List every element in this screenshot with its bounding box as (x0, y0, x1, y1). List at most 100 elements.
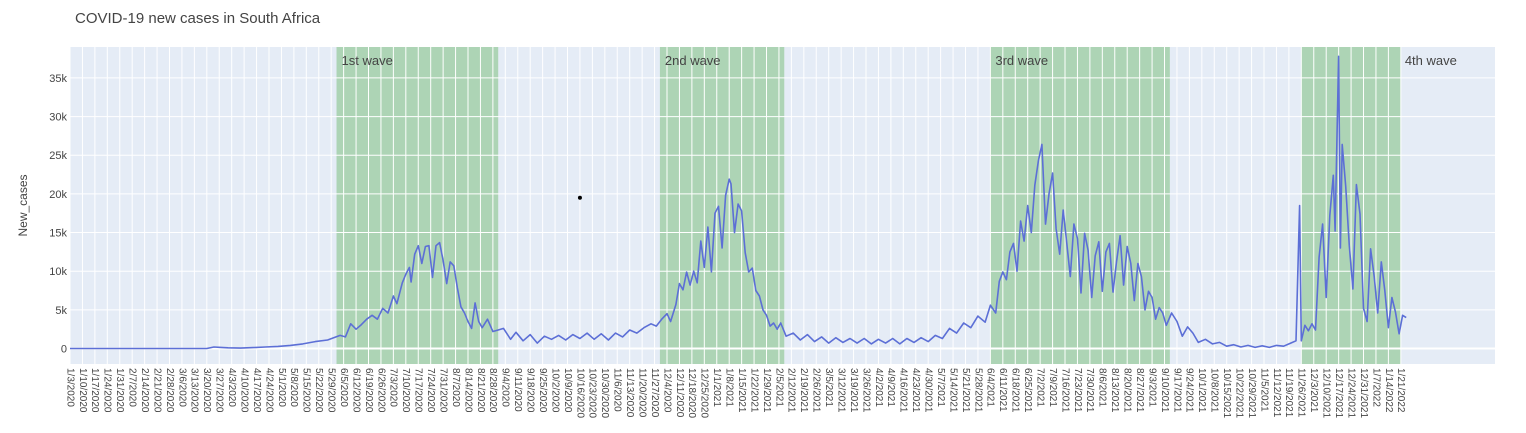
x-tick-label: 4/10/2020 (238, 368, 249, 413)
x-axis-ticks: 1/3/2020 1/10/2020 1/17/2020 1/24/2020 1/31/… (64, 368, 1406, 418)
x-tick-label: 6/26/2020 (375, 368, 386, 413)
x-tick-label: 5/21/2021 (960, 368, 971, 413)
x-tick-label: 10/15/2021 (1221, 368, 1232, 418)
x-tick-label: 1/21/2022 (1395, 368, 1406, 413)
x-tick-label: 9/10/2021 (1159, 368, 1170, 413)
wave-label: 2nd wave (665, 53, 721, 68)
x-tick-label: 1/24/2020 (102, 368, 113, 413)
x-tick-label: 2/21/2020 (151, 368, 162, 413)
x-tick-label: 11/26/2021 (1296, 368, 1307, 418)
chart-title: COVID-19 new cases in South Africa (75, 10, 321, 27)
y-tick-label: 25k (49, 150, 67, 162)
series-line (70, 55, 1407, 350)
x-tick-label: 2/14/2020 (139, 368, 150, 413)
x-tick-label: 8/6/2021 (1097, 368, 1108, 407)
x-tick-label: 6/12/2020 (350, 368, 361, 413)
x-tick-label: 8/27/2021 (1134, 368, 1145, 413)
y-tick-label: 30k (49, 112, 67, 124)
annotation-dot (577, 195, 582, 200)
x-tick-label: 5/14/2021 (947, 368, 958, 413)
y-tick-label: 35k (49, 73, 67, 85)
x-tick-label: 4/24/2020 (263, 368, 274, 413)
x-tick-label: 12/10/2021 (1321, 368, 1332, 418)
wave-label: 4th wave (1405, 53, 1457, 68)
x-tick-label: 8/14/2020 (462, 368, 473, 413)
wave-band (990, 47, 1170, 364)
x-tick-label: 7/3/2020 (388, 368, 399, 407)
annotations (577, 195, 582, 200)
x-tick-label: 6/11/2021 (997, 368, 1008, 412)
x-tick-label: 10/30/2020 (599, 368, 610, 418)
wave-band (336, 47, 499, 364)
wave-label: 1st wave (342, 53, 393, 68)
x-tick-label: 1/31/2020 (114, 368, 125, 413)
x-tick-label: 6/25/2021 (1022, 368, 1033, 413)
x-tick-label: 4/3/2020 (226, 368, 237, 407)
x-tick-label: 1/7/2022 (1370, 368, 1381, 407)
x-tick-label: 7/31/2020 (437, 368, 448, 413)
x-tick-label: 4/16/2021 (898, 368, 909, 413)
x-tick-label: 2/12/2021 (786, 368, 797, 413)
x-tick-label: 3/19/2021 (848, 368, 859, 413)
x-tick-label: 9/17/2021 (1171, 368, 1182, 413)
x-tick-label: 9/25/2020 (537, 368, 548, 413)
y-tick-label: 5k (55, 305, 67, 317)
y-tick-label: 10k (49, 266, 67, 278)
x-tick-label: 9/11/2020 (512, 368, 523, 412)
x-tick-label: 11/13/2020 (624, 368, 635, 418)
x-tick-label: 3/26/2021 (860, 368, 871, 413)
x-tick-label: 1/10/2020 (77, 368, 88, 413)
x-tick-label: 7/17/2020 (413, 368, 424, 413)
x-tick-label: 8/7/2020 (450, 368, 461, 407)
x-tick-label: 5/15/2020 (301, 368, 312, 413)
x-tick-label: 1/14/2022 (1383, 368, 1394, 413)
y-axis-ticks: 0 5k 10k 15k 20k 25k 30k 35k (49, 73, 67, 356)
x-tick-label: 6/19/2020 (363, 368, 374, 413)
x-tick-label: 5/1/2020 (276, 368, 287, 407)
x-tick-label: 8/21/2020 (475, 368, 486, 413)
x-tick-label: 5/28/2021 (972, 368, 983, 413)
x-tick-label: 10/23/2020 (587, 368, 598, 418)
x-tick-label: 8/28/2020 (487, 368, 498, 413)
x-tick-label: 5/29/2020 (326, 368, 337, 413)
x-tick-label: 3/20/2020 (201, 368, 212, 413)
x-tick-label: 7/16/2021 (1059, 368, 1070, 413)
x-tick-label: 8/13/2021 (1109, 368, 1120, 413)
x-tick-label: 2/28/2020 (164, 368, 175, 413)
x-tick-label: 12/31/2021 (1358, 368, 1369, 418)
x-tick-label: 9/3/2021 (1146, 368, 1157, 407)
x-tick-label: 1/29/2021 (761, 368, 772, 413)
x-tick-label: 3/12/2021 (835, 368, 846, 413)
x-tick-label: 8/20/2021 (1122, 368, 1133, 413)
x-tick-label: 9/4/2020 (500, 368, 511, 407)
x-tick-label: 12/24/2021 (1345, 368, 1356, 418)
x-tick-label: 12/25/2020 (699, 368, 710, 418)
x-tick-label: 10/9/2020 (562, 368, 573, 413)
x-tick-label: 7/30/2021 (1084, 368, 1095, 413)
x-tick-label: 11/20/2020 (636, 368, 647, 418)
x-tick-label: 4/30/2021 (923, 368, 934, 413)
x-tick-label: 3/27/2020 (214, 368, 225, 413)
x-tick-label: 3/5/2021 (823, 368, 834, 407)
series-layer (70, 55, 1407, 350)
y-tick-label: 20k (49, 189, 67, 201)
x-tick-label: 3/13/2020 (189, 368, 200, 413)
y-tick-label: 0 (61, 344, 67, 356)
x-tick-label: 11/19/2021 (1283, 368, 1294, 418)
x-tick-label: 12/3/2021 (1308, 368, 1319, 413)
x-tick-label: 6/4/2021 (985, 368, 996, 407)
x-tick-label: 10/2/2020 (549, 368, 560, 413)
x-tick-label: 11/12/2021 (1271, 368, 1282, 418)
x-tick-label: 2/19/2021 (798, 368, 809, 413)
x-tick-label: 7/9/2021 (1047, 368, 1058, 407)
x-tick-label: 9/18/2020 (525, 368, 536, 413)
x-tick-label: 12/4/2020 (661, 368, 672, 413)
wave-labels: 1st wave 2nd wave 3rd wave 4th wave (342, 53, 1457, 68)
x-tick-label: 11/27/2020 (649, 368, 660, 418)
y-tick-label: 15k (49, 228, 67, 240)
x-tick-label: 2/26/2021 (811, 368, 822, 413)
x-tick-label: 12/11/2020 (674, 368, 685, 418)
x-tick-label: 6/5/2020 (338, 368, 349, 407)
x-tick-label: 3/6/2020 (176, 368, 187, 407)
